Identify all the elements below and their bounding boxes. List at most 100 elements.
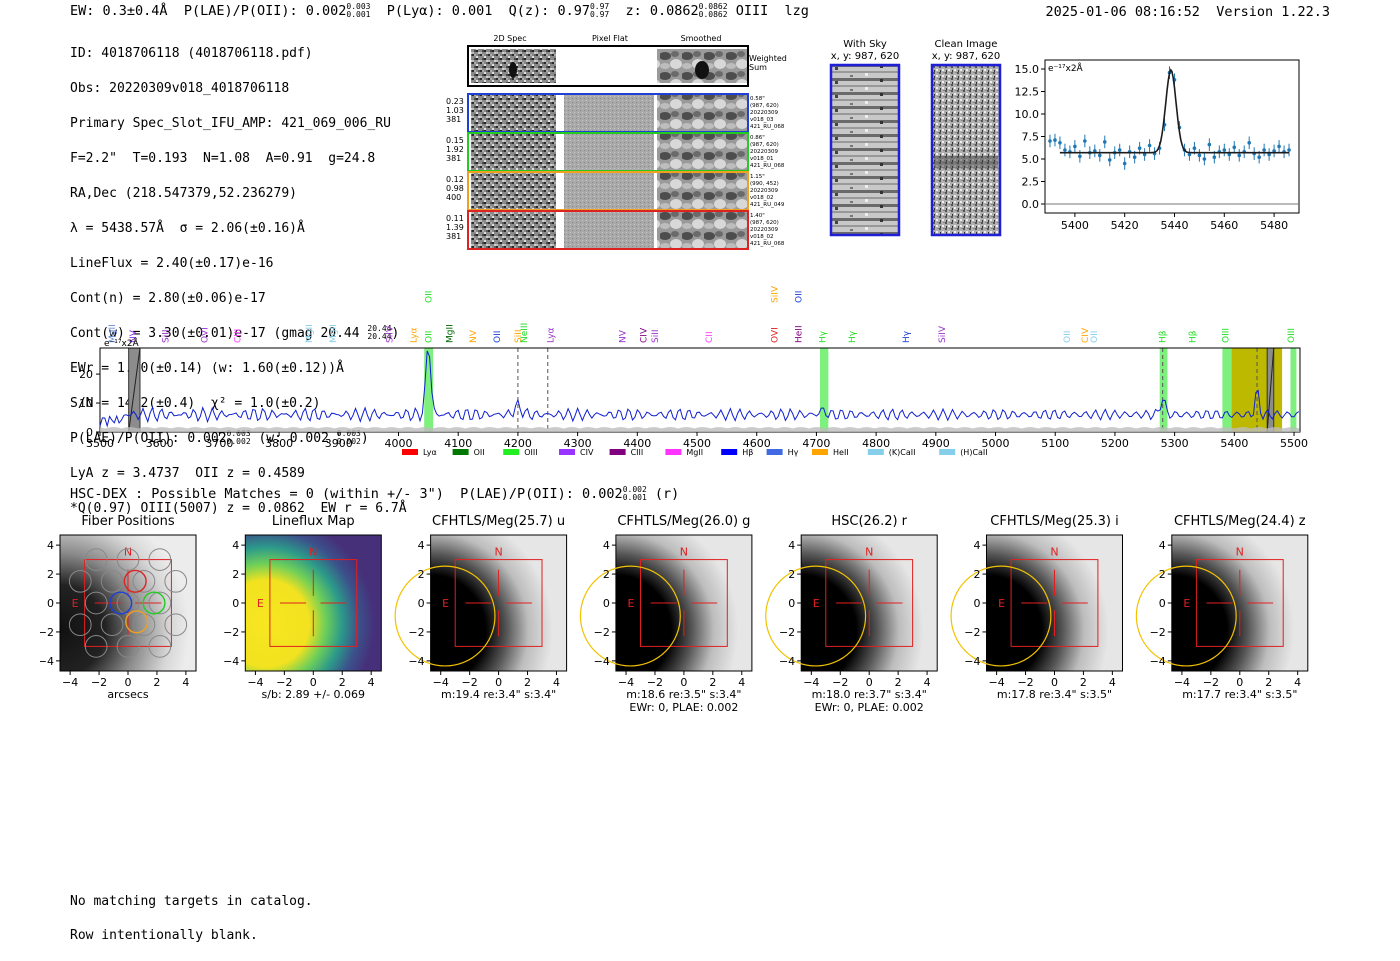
imaging-ytick-label: −2 xyxy=(223,626,239,639)
cutout-row-meta: 20220309 xyxy=(750,188,778,194)
imaging-ytick-label: 2 xyxy=(1159,568,1166,581)
imaging-caption: m:18.0 re:3.7" s:3.4" xyxy=(812,688,927,701)
info-contw: Cont(w) = 3.30(±0.01)e-17 (gmag 20.44 20… xyxy=(70,324,400,341)
cutout-row-meta: (987, 620) xyxy=(750,142,779,148)
imaging-ytick-label: −4 xyxy=(408,655,424,668)
imaging-ytick-label: 0 xyxy=(1159,597,1166,610)
info-slot: Primary Spec_Slot_IFU_AMP: 421_069_006_R… xyxy=(70,115,391,131)
spectrum-line-label: NeIII xyxy=(520,323,530,343)
spectrum-line-label: Lyα xyxy=(547,327,557,343)
imaging-caption: s/b: 2.89 +/- 0.069 xyxy=(262,688,366,701)
fit-data-point xyxy=(1132,155,1137,159)
imaging-caption-2: EWr: 0, PLAE: 0.002 xyxy=(815,701,924,714)
detection-info: ID: 4018706118 (4018706118.pdf) Obs: 202… xyxy=(70,27,407,535)
imaging-xtick-label: 0 xyxy=(125,676,132,689)
imaging-panel: CFHTLS/Meg(25.7) uNE−4−4−2−2002244m:19.4… xyxy=(394,514,568,701)
legend-label: Lyα xyxy=(423,448,437,457)
spectrum-line-label: CIV xyxy=(1081,327,1091,343)
plya-value: P(Lyα): 0.001 xyxy=(386,3,493,19)
cutout-row-meta: 0.86" xyxy=(750,135,765,141)
spectrum-line-label: SiII xyxy=(651,329,661,343)
imaging-panel: Fiber Positions N E −4 −4 −2 −2 0 0 2 2 4 4 arcsecs xyxy=(40,514,197,701)
legend-label: CIV xyxy=(580,448,594,457)
spectrum-green-band xyxy=(1222,348,1232,432)
imaging-xtick-label: 2 xyxy=(1080,676,1087,689)
imaging-ytick-label: −4 xyxy=(40,655,54,668)
info-obs: Obs: 20220309v018_4018706118 xyxy=(70,80,290,96)
spectrum-xtick-label: 3600 xyxy=(146,437,174,450)
north-label: N xyxy=(309,546,317,559)
survey-image xyxy=(615,535,752,671)
spectrum-xtick-label: 4400 xyxy=(623,437,651,450)
plae-value: P(LAE)/P(OII): 0.002 xyxy=(183,3,347,19)
cutout-row-meta: 421_RU_068 xyxy=(750,124,785,130)
imaging-xtick-label: 0 xyxy=(1051,676,1058,689)
spectrum-line-label: OII xyxy=(1090,331,1100,343)
cutout-row-meta: 1.40" xyxy=(750,213,765,219)
spectrum-line-label: MgII xyxy=(305,324,315,343)
spectrum-line-label: OVI xyxy=(200,327,210,343)
fit-data-point xyxy=(1097,153,1102,158)
imaging-xtick-label: −2 xyxy=(462,676,478,689)
east-label: E xyxy=(998,597,1005,610)
fit-data-point xyxy=(1287,148,1291,152)
hsc-dex-summary: HSC-DEX : Possible Matches = 0 (within +… xyxy=(70,485,680,503)
spectrum-line-label: CII xyxy=(705,331,715,343)
cutout-row-meta: 421_RU_049 xyxy=(750,202,785,208)
imaging-panel-title: CFHTLS/Meg(25.3) i xyxy=(990,514,1118,529)
spectrum-xtick-label: 5000 xyxy=(982,437,1010,450)
fit-data-point xyxy=(1227,152,1232,157)
aperture-ellipse xyxy=(950,565,1052,667)
fit-data-point xyxy=(1058,141,1062,145)
fit-unit-label: e⁻¹⁷x2Å xyxy=(1048,62,1084,74)
clean-image-title: Clean Image xyxy=(935,39,998,50)
legend-label: (H)CaII xyxy=(960,448,987,457)
spectrum-error-fill xyxy=(100,427,1300,432)
east-label: E xyxy=(442,597,449,610)
footer-line1: No matching targets in catalog. xyxy=(70,894,313,909)
fiber-circle xyxy=(84,548,108,571)
spectrum-mask-hatch xyxy=(1266,347,1275,433)
north-label: N xyxy=(494,546,502,559)
spectrum-xtick-label: 3700 xyxy=(205,437,233,450)
imaging-xtick-label: −2 xyxy=(647,676,663,689)
spectrum-line-label: Hγ xyxy=(902,330,912,343)
imaging-ytick-label: −2 xyxy=(594,626,610,639)
imaging-ytick-label: 0 xyxy=(788,597,795,610)
gaussian-fit-curve xyxy=(1059,68,1289,154)
cutout-row-stat: 0.23 xyxy=(446,97,464,106)
fit-data-point xyxy=(1212,155,1217,159)
imaging-xtick-label: 4 xyxy=(738,676,745,689)
catalog-footer: No matching targets in catalog. Row inte… xyxy=(70,876,313,961)
aperture-ellipse xyxy=(579,565,681,667)
spectrum-line-label: NV xyxy=(618,329,628,343)
fiber-circle xyxy=(68,569,92,593)
spectrum-line-label: OII xyxy=(424,331,434,343)
imaging-ytick-label: −4 xyxy=(594,655,610,668)
cutout-row-meta: 20220309 xyxy=(750,149,778,155)
info-id: ID: 4018706118 (4018706118.pdf) xyxy=(70,45,313,61)
spectrum-xtick-label: 5100 xyxy=(1041,437,1069,450)
search-box xyxy=(454,559,543,647)
spectrum-green-band xyxy=(424,348,434,432)
info-fwhm: F=2.2" T=0.193 N=1.08 A=0.91 g=24.8 xyxy=(70,150,376,166)
spectrum-green-band xyxy=(1290,348,1297,432)
clean-image xyxy=(930,63,1002,237)
fit-data-point xyxy=(1232,145,1237,150)
legend-label: MgII xyxy=(686,448,703,457)
spectrum-xtick-label: 3800 xyxy=(265,437,293,450)
fit-data-point xyxy=(1048,139,1052,143)
line-name: OIII xyxy=(735,3,769,19)
imaging-ytick-label: −2 xyxy=(408,626,424,639)
fit-data-point xyxy=(1122,161,1127,166)
east-label: E xyxy=(72,597,79,610)
fit-data-point xyxy=(1237,153,1242,158)
fit-data-point xyxy=(1272,149,1276,153)
search-box xyxy=(84,559,172,647)
imaging-xtick-label: −4 xyxy=(803,676,819,689)
spectrum-line-label: MgII xyxy=(108,324,118,343)
imaging-ytick-label: −4 xyxy=(964,655,980,668)
legend-swatch xyxy=(452,449,469,455)
fit-ytick-label: 5.0 xyxy=(1022,153,1040,166)
